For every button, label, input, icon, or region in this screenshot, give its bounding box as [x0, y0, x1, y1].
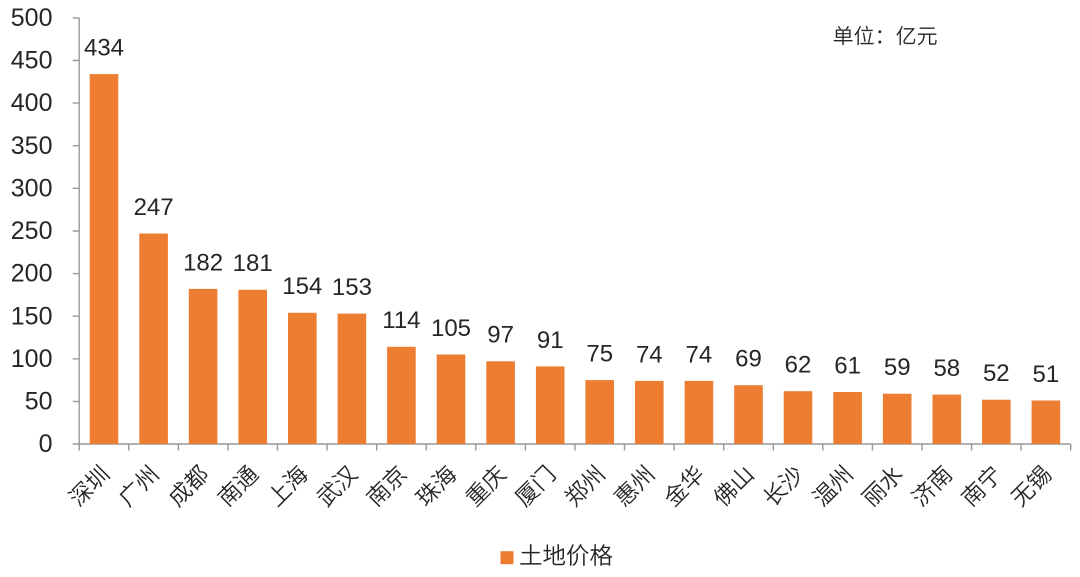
svg-text:153: 153 — [332, 274, 372, 301]
svg-text:52: 52 — [983, 360, 1010, 387]
svg-text:69: 69 — [735, 346, 762, 373]
svg-text:0: 0 — [39, 430, 53, 458]
svg-text:500: 500 — [11, 4, 53, 32]
svg-text:74: 74 — [636, 341, 663, 368]
svg-text:58: 58 — [933, 355, 960, 382]
svg-text:59: 59 — [884, 354, 911, 381]
svg-text:100: 100 — [11, 345, 53, 373]
svg-text:62: 62 — [785, 352, 812, 379]
svg-text:75: 75 — [586, 341, 613, 368]
svg-text:97: 97 — [487, 322, 514, 349]
svg-text:200: 200 — [11, 260, 53, 288]
svg-text:250: 250 — [11, 217, 53, 245]
svg-text:61: 61 — [834, 352, 861, 379]
svg-text:300: 300 — [11, 174, 53, 202]
svg-text:114: 114 — [382, 307, 420, 334]
svg-text:350: 350 — [11, 132, 53, 160]
svg-text:91: 91 — [537, 327, 564, 354]
svg-text:181: 181 — [233, 250, 273, 277]
svg-text:105: 105 — [431, 315, 471, 342]
svg-text:400: 400 — [11, 89, 53, 117]
svg-text:247: 247 — [134, 194, 174, 221]
svg-text:154: 154 — [282, 273, 322, 300]
svg-text:50: 50 — [25, 388, 53, 416]
svg-text:450: 450 — [11, 47, 53, 75]
svg-text:182: 182 — [183, 249, 223, 276]
svg-text:434: 434 — [84, 35, 124, 62]
svg-text:74: 74 — [686, 341, 713, 368]
svg-text:51: 51 — [1033, 361, 1060, 388]
svg-text:150: 150 — [11, 302, 53, 330]
